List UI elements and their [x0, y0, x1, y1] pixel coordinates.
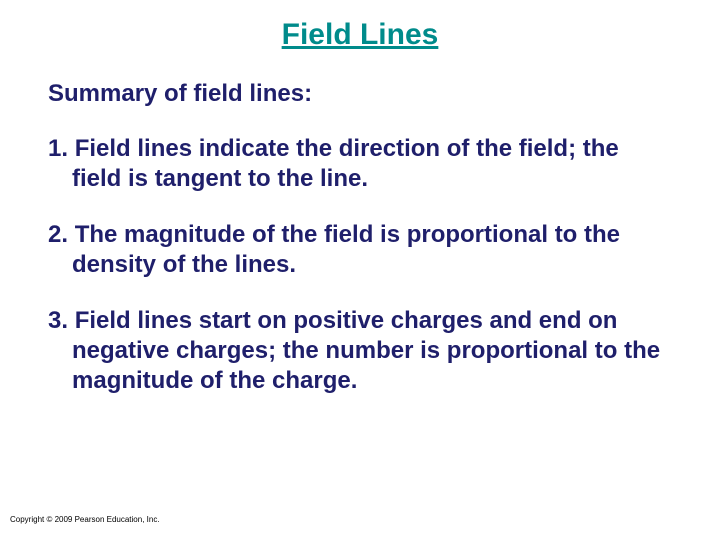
list-item-text: Field lines start on positive charges an…: [72, 307, 660, 394]
list-item-text: Field lines indicate the direction of th…: [72, 135, 619, 192]
list-item-num: 1.: [48, 135, 68, 162]
slide-title: Field Lines: [48, 18, 672, 52]
slide: Field Lines Summary of field lines: 1. F…: [0, 0, 720, 540]
list-item: 3. Field lines start on positive charges…: [48, 306, 672, 396]
list-item: 1. Field lines indicate the direction of…: [48, 134, 672, 194]
list-item-text: The magnitude of the field is proportion…: [72, 221, 620, 278]
list-item-num: 3.: [48, 307, 68, 334]
copyright-text: Copyright © 2009 Pearson Education, Inc.: [10, 515, 160, 524]
list-item-num: 2.: [48, 221, 68, 248]
summary-subtitle: Summary of field lines:: [48, 80, 672, 108]
list-item: 2. The magnitude of the field is proport…: [48, 220, 672, 280]
